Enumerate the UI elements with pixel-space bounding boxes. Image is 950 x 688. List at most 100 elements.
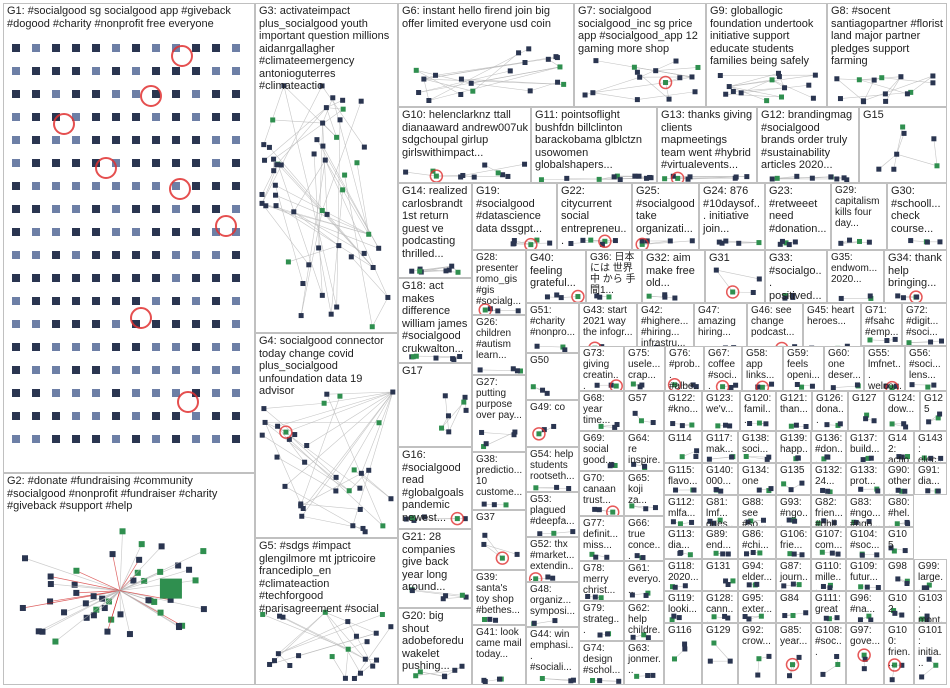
group-label: G20: big shout adobeforedu wakelet pushi…	[402, 610, 467, 672]
node	[134, 569, 141, 576]
node	[92, 435, 100, 443]
node	[413, 353, 419, 359]
node	[693, 454, 699, 460]
group-label: G35: endwom... 2020...	[831, 252, 880, 285]
node	[777, 241, 783, 247]
node	[803, 610, 809, 616]
node	[617, 177, 623, 182]
node	[73, 589, 80, 596]
node	[900, 124, 906, 130]
group-g93-graph	[786, 517, 798, 524]
group-g101: G101: initia...	[914, 623, 947, 685]
node	[861, 99, 867, 105]
group-g116: G116	[664, 623, 702, 685]
node	[609, 462, 615, 468]
node	[925, 384, 931, 390]
group-g112-graph	[670, 519, 695, 526]
node	[357, 670, 363, 676]
node	[132, 297, 140, 305]
node	[612, 238, 618, 244]
node	[711, 640, 717, 646]
group-label: G132: 24...	[815, 465, 846, 487]
group-g90-graph	[895, 487, 908, 494]
group-label: G73: giving creatin...	[583, 348, 619, 391]
group-g113-graph	[677, 550, 693, 558]
group-g24-graph	[716, 238, 762, 246]
group-g121: G121: than...	[776, 391, 812, 431]
node	[172, 136, 180, 144]
group-g74: G74: design #schol...	[579, 641, 624, 685]
group-g76-graph	[667, 378, 699, 390]
node	[151, 598, 158, 605]
node	[631, 64, 637, 70]
node	[459, 592, 465, 598]
node	[192, 159, 200, 167]
node	[232, 228, 240, 236]
group-g136: G136: #don...	[811, 431, 846, 463]
node	[669, 617, 675, 622]
node	[409, 515, 415, 521]
node	[803, 423, 809, 429]
group-g36: G36: 日本 には 世界中 から 手間1...	[586, 250, 642, 303]
node	[52, 251, 60, 259]
group-label: G14: realized carlosbrandt 1st return gu…	[402, 185, 471, 260]
group-g56: G56: #soci... lens...	[905, 346, 947, 391]
node	[744, 551, 750, 557]
node	[458, 91, 464, 97]
node	[132, 228, 140, 236]
node	[644, 175, 650, 181]
group-g95: G95: exter...	[738, 591, 776, 623]
node	[575, 294, 581, 300]
group-label: G127	[852, 393, 877, 404]
node	[643, 506, 649, 512]
group-g121-graph	[788, 422, 809, 429]
node	[787, 673, 793, 679]
group-g133: G133: prot...	[846, 463, 884, 495]
node	[278, 162, 284, 168]
group-label: G38: predictio... 10 custome...	[476, 454, 525, 498]
group-label: G49: co	[530, 402, 566, 413]
self-loop	[429, 169, 444, 182]
group-g80-graph	[894, 519, 911, 526]
node	[645, 635, 651, 640]
group-label: G78: merry christ...	[583, 563, 616, 596]
node	[299, 513, 305, 519]
node	[562, 347, 568, 352]
node	[152, 274, 160, 282]
node	[132, 435, 140, 443]
node	[47, 598, 54, 605]
node	[320, 120, 326, 126]
node	[864, 412, 870, 418]
group-g111: G111: great	[811, 591, 846, 623]
node	[32, 412, 40, 420]
group-label: G52: thx #market... extendin...	[530, 539, 578, 582]
node	[132, 205, 140, 213]
node	[690, 382, 696, 388]
node	[729, 454, 735, 460]
node	[357, 485, 363, 491]
node	[52, 343, 60, 351]
node	[604, 554, 610, 560]
group-g86-graph	[744, 550, 763, 557]
node	[511, 432, 517, 438]
group-label: G117: mak...	[706, 433, 736, 455]
group-g66-graph	[634, 553, 646, 560]
group-g69-graph	[607, 462, 618, 469]
node	[554, 292, 560, 298]
group-label: G94: elder...	[742, 561, 773, 583]
node	[152, 366, 160, 374]
group-label: G128: cann...	[706, 593, 737, 623]
node	[316, 245, 322, 251]
node	[481, 501, 487, 507]
node	[32, 389, 40, 397]
node	[713, 267, 719, 273]
node	[92, 205, 100, 213]
node	[132, 412, 140, 420]
node	[830, 385, 836, 390]
node	[935, 488, 941, 494]
node	[744, 174, 750, 180]
group-g138-graph	[743, 453, 772, 462]
node	[894, 151, 900, 157]
group-label: G71: #fsahc #emp...	[865, 305, 899, 338]
group-label: G135	[780, 465, 805, 476]
